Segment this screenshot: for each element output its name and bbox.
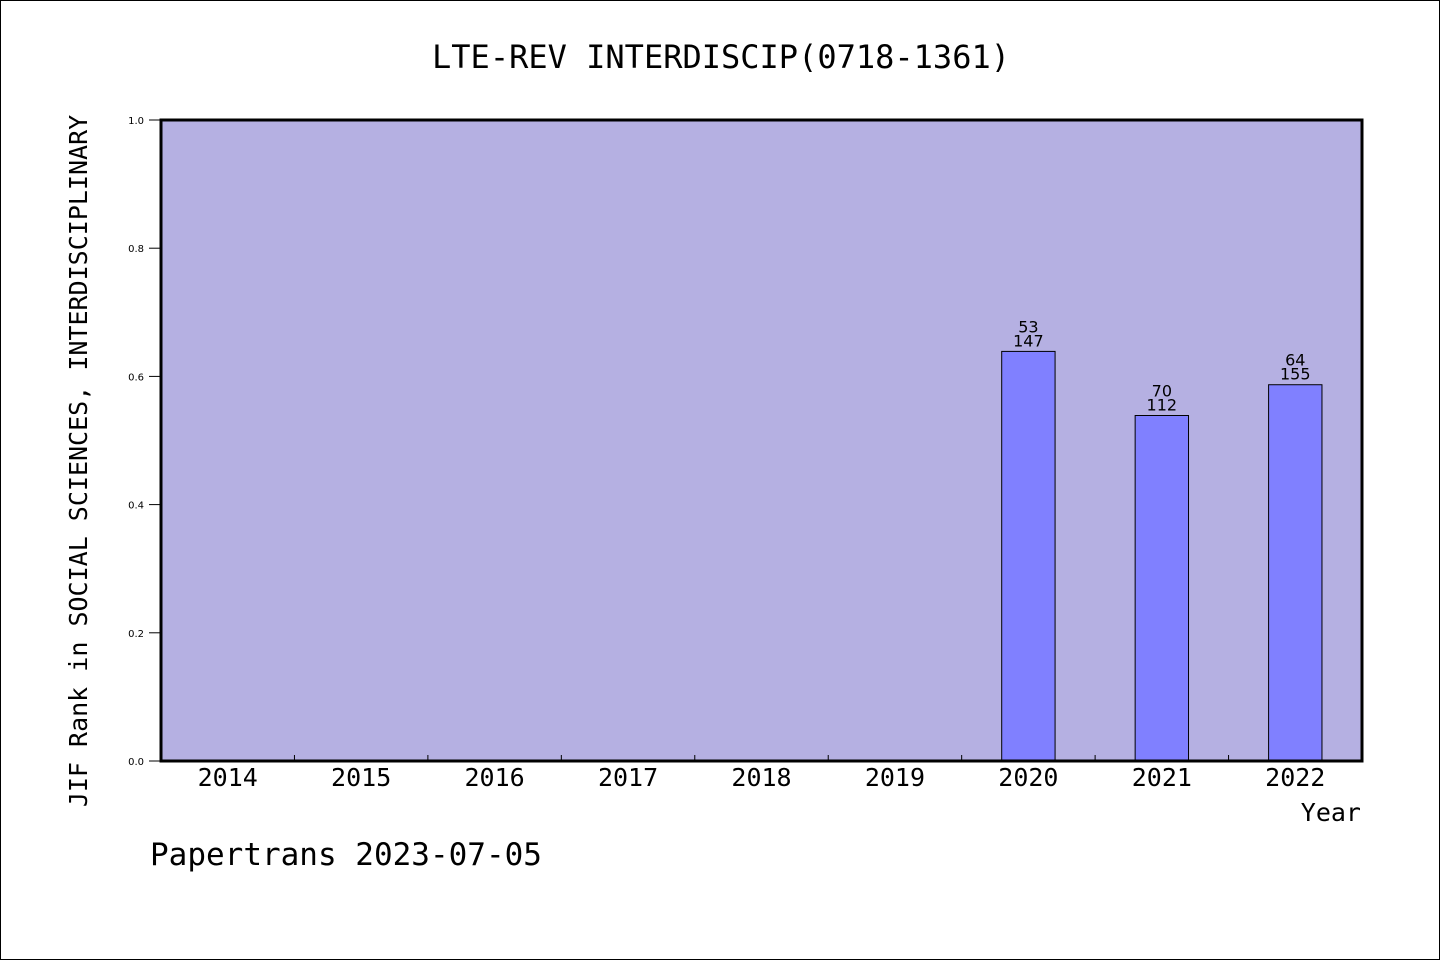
bar-2022 (1268, 384, 1323, 762)
x-axis-label: Year (1301, 798, 1361, 827)
plot-border (159, 118, 1364, 763)
x-tick-label: 2020 (998, 763, 1058, 792)
bar-total-label: 155 (1280, 365, 1311, 384)
bar-rank-label: 53 (1018, 317, 1038, 336)
bar-total-label: 147 (1013, 331, 1044, 350)
y-tick-label: 0.4 (128, 501, 144, 512)
footer-credit: Papertrans 2023-07-05 (150, 837, 542, 873)
x-axis-ticks: 2014 2015 2016 2017 2018 2019 2020 2021 2022 (198, 755, 1325, 792)
y-tick-label: 0.6 (128, 372, 144, 383)
y-tick-label: 0.0 (128, 757, 144, 768)
y-tick-label: 1.0 (128, 116, 144, 127)
y-tick-label: 0.8 (128, 244, 144, 255)
bar-total-label: 112 (1147, 396, 1178, 415)
bar-rank-label: 70 (1152, 382, 1172, 401)
bars-group (1001, 350, 1323, 762)
bar-2020 (1001, 350, 1056, 762)
x-tick-label: 2018 (731, 763, 791, 792)
x-tick-label: 2022 (1265, 763, 1325, 792)
x-tick-label: 2021 (1132, 763, 1192, 792)
x-tick-label: 2019 (865, 763, 925, 792)
bar-rank-label: 64 (1285, 351, 1305, 370)
x-tick-label: 2017 (598, 763, 658, 792)
bar-2021 (1134, 415, 1190, 762)
chart-title: LTE-REV INTERDISCIP(0718-1361) (432, 38, 1010, 76)
y-tick-label: 0.2 (128, 629, 144, 640)
y-axis-label: JIF Rank in SOCIAL SCIENCES, INTERDISCIP… (64, 115, 93, 807)
x-tick-label: 2016 (465, 763, 525, 792)
y-axis-ticks: 0.0 0.2 0.4 0.6 0.8 1.0 (128, 116, 161, 768)
x-tick-label: 2015 (331, 763, 391, 792)
x-tick-label: 2014 (198, 763, 258, 792)
